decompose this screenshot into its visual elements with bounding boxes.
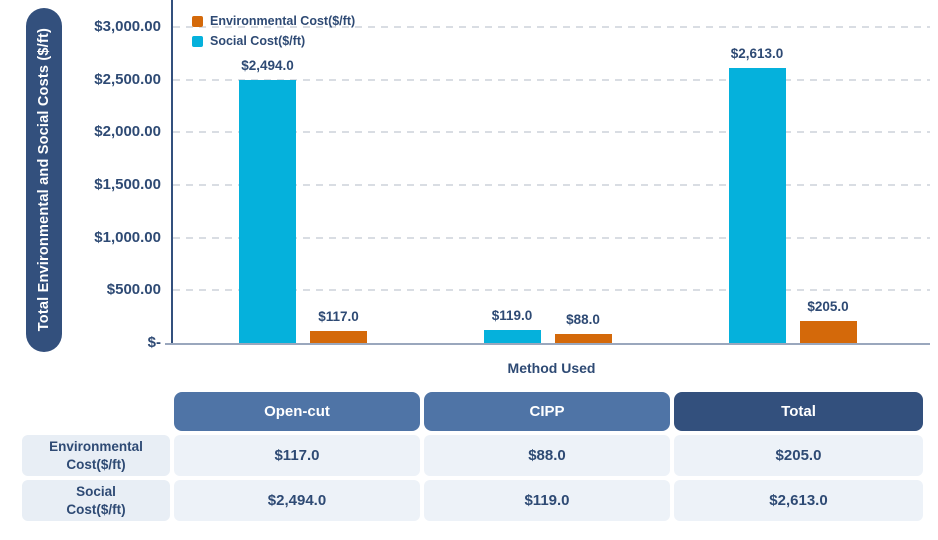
table-cell-open-cut-social-cost: $2,494.0 (174, 480, 420, 521)
legend-label-social: Social Cost($/ft) (210, 34, 306, 48)
x-axis-title: Method Used (507, 360, 596, 376)
bar-social-cost-total (728, 67, 786, 343)
y-tick-label-500: $500.00 (106, 281, 161, 299)
bar-social-cost-open-cut (239, 80, 296, 343)
legend-item-environmental: Environmental Cost($/ft) (192, 13, 355, 29)
table-row-label-environmental-cost: Environmental Cost($/ft) (22, 435, 170, 476)
environmental-swatch-icon (192, 15, 203, 27)
bar-environmental-cost-open-cut (310, 330, 367, 343)
table-cell-open-cut-environmental-cost: $117.0 (174, 435, 420, 476)
bar-value-label-social-cost-total: $2,613.0 (730, 45, 784, 61)
bar-value-label-environmental-cost-cipp: $88.0 (566, 311, 600, 327)
gridline-2000 (173, 131, 930, 134)
bar-environmental-cost-total (799, 321, 857, 343)
table-cell-cipp-environmental-cost: $88.0 (424, 435, 670, 476)
summary-table: Open-cut CIPP Total Environmental Cost($/ft)… (22, 392, 923, 521)
social-swatch-icon (192, 35, 203, 47)
legend: Environmental Cost($/ft) Social Cost($/f… (192, 13, 355, 49)
gridline-2500 (173, 78, 930, 81)
table-header-open-cut: Open-cut (174, 392, 420, 431)
bar-value-label-environmental-cost-open-cut: $117.0 (318, 308, 359, 324)
bar-value-label-social-cost-cipp: $119.0 (491, 308, 533, 324)
table-row-label-social-cost: Social Cost($/ft) (22, 480, 170, 521)
gridline-3000 (173, 26, 930, 28)
y-axis-title-pill: Total Environmental and Social Costs ($/… (26, 8, 62, 352)
table-header-cipp: CIPP (424, 392, 670, 431)
legend-item-social: Social Cost($/ft) (192, 33, 355, 49)
bar-value-label-environmental-cost-total: $205.0 (807, 299, 849, 315)
y-tick-label-1000: $1,000.00 (94, 228, 161, 246)
y-tick-label-2500: $2,500.00 (94, 70, 161, 88)
table-header-total: Total (674, 392, 923, 431)
table-cell-cipp-social-cost: $119.0 (424, 480, 670, 521)
y-tick-label-2000: $2,000.00 (94, 123, 161, 141)
gridline-500 (173, 289, 930, 292)
y-tick-label-0: $- (147, 334, 161, 351)
bar-value-label-social-cost-open-cut: $2,494.0 (241, 58, 294, 74)
legend-label-environmental: Environmental Cost($/ft) (210, 14, 356, 28)
y-tick-label-1500: $1,500.00 (94, 176, 161, 193)
table-cell-total-environmental-cost: $205.0 (674, 435, 923, 476)
y-axis-line (171, 0, 173, 343)
gridline-1000 (173, 236, 930, 239)
bar-environmental-cost-cipp (554, 333, 612, 343)
gridline-1500 (173, 184, 930, 186)
x-axis-line (165, 343, 930, 345)
y-tick-label-3000: $3,000.00 (94, 18, 161, 35)
bar-social-cost-cipp (483, 330, 541, 343)
table-cell-total-social-cost: $2,613.0 (674, 480, 923, 521)
